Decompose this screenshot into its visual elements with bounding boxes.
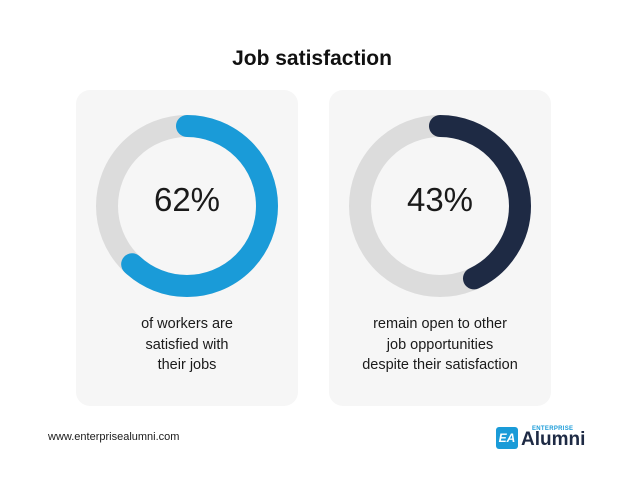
percentage-label: 62% (153, 181, 221, 218)
donut-svg (349, 115, 531, 297)
donut-value-arc (349, 115, 531, 297)
stat-caption: remain open to other job opportunities d… (335, 314, 545, 376)
enterprise-alumni-logo: EA ENTERPRISE Alumni (496, 425, 585, 451)
caption-line: job opportunities (386, 336, 494, 353)
caption-line: remain open to other (373, 316, 507, 332)
logo-big-text: Alumni (521, 429, 586, 450)
caption-line: their jobs (157, 357, 217, 373)
caption-line: of workers are (141, 316, 233, 332)
website-url[interactable]: www.enterprisealumni.com (48, 431, 180, 443)
caption-line: satisfied with (145, 336, 229, 353)
logo-mark-text: EA (498, 431, 516, 445)
stat-card-open-to-opportunities: 43% remain open to other job opportuniti… (329, 90, 551, 406)
donut-svg (96, 115, 278, 297)
ea-logo-icon: EA (496, 427, 518, 449)
logo-small-text: ENTERPRISE (532, 426, 574, 432)
donut-chart (349, 115, 531, 297)
caption-line: despite their satisfaction (362, 357, 518, 373)
donut-value-arc (96, 115, 278, 297)
page-title: Job satisfaction (232, 47, 392, 70)
stat-caption: of workers are satisfied with their jobs (82, 314, 292, 376)
percentage-label: 43% (406, 181, 474, 218)
donut-chart (96, 115, 278, 297)
stat-card-satisfied: 62% of workers are satisfied with their … (76, 90, 298, 406)
